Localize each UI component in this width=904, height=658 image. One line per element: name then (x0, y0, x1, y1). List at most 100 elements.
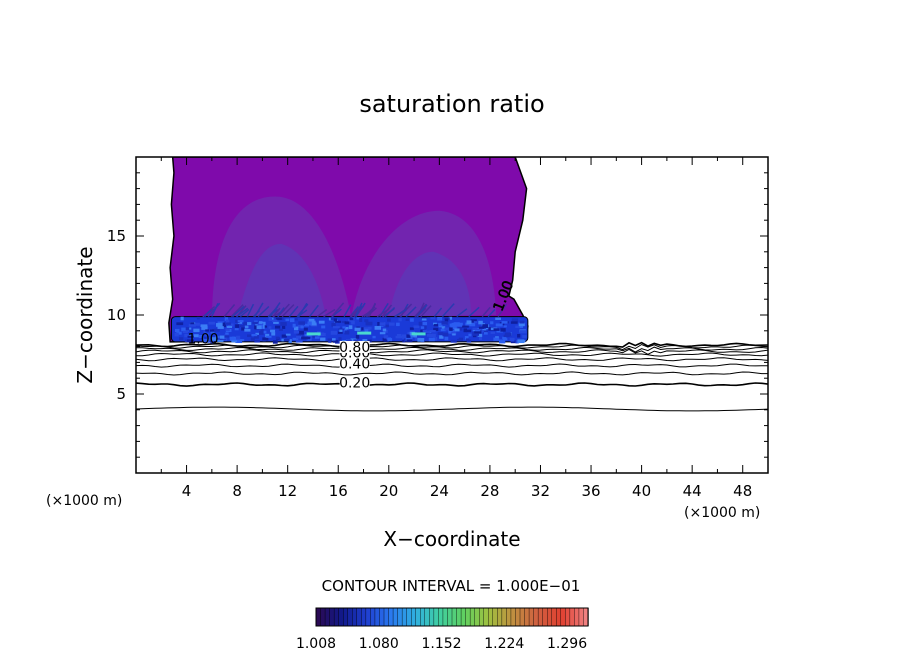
band-speckle (495, 323, 503, 327)
band-speckle (349, 317, 354, 321)
band-speckle (292, 323, 296, 328)
band-speckle (510, 340, 516, 344)
colorbar-tick-label: 1.224 (484, 636, 524, 652)
band-speckle (257, 323, 264, 326)
band-speckle (331, 322, 336, 327)
band-speckle (504, 332, 511, 336)
band-speckle (263, 325, 268, 328)
band-speckle (510, 321, 518, 324)
contour-label: 0.20 (339, 376, 370, 392)
band-speckle (193, 328, 200, 333)
band-speckle (363, 327, 371, 331)
colorbar-cell (420, 607, 426, 627)
band-speckle (285, 318, 290, 322)
band-speckle (210, 339, 215, 344)
band-speckle (387, 318, 391, 322)
band-streak (207, 302, 221, 318)
band-speckle (345, 326, 349, 330)
band-speckle (395, 335, 403, 339)
x-unit-left: (×1000 m) (46, 493, 122, 509)
band-speckle (406, 335, 414, 339)
colorbar-cell (438, 607, 444, 627)
colorbar-cell (533, 607, 539, 627)
band-speckle (225, 319, 230, 323)
band-speckle (354, 327, 361, 331)
band-speckle (347, 318, 354, 322)
band-speckle (331, 338, 336, 341)
band-speckle (421, 321, 428, 326)
band-speckle (217, 321, 225, 325)
band-speckle (418, 321, 423, 326)
band-speckle (465, 322, 472, 326)
band-speckle (268, 326, 272, 329)
colorbar-cell (424, 607, 431, 627)
band-speckle (281, 325, 286, 329)
colorbar-cell (565, 607, 571, 627)
colorbar-cell (560, 607, 567, 627)
band-speckle (478, 326, 485, 329)
band-streak (254, 302, 264, 317)
y-tick-label: 5 (116, 385, 126, 403)
band-speckle (355, 334, 360, 339)
colorbar-cell (388, 607, 394, 627)
colorbar-cell (338, 607, 344, 627)
band-speckle (244, 325, 249, 329)
colorbar-cell (574, 607, 580, 627)
band-speckle (410, 333, 417, 338)
band-speckle (351, 320, 355, 325)
band-streak (239, 308, 250, 318)
band-speckle (389, 322, 395, 326)
band-speckle (517, 334, 521, 338)
band-speckle (275, 325, 281, 329)
band-speckle (502, 338, 508, 341)
band-streak (331, 302, 345, 318)
band-speckle (332, 340, 338, 343)
band-speckle (448, 316, 453, 320)
band-speckle (519, 320, 525, 324)
x-unit-right: (×1000 m) (684, 505, 760, 521)
band-speckle (439, 335, 444, 339)
contour-line-0.1 (136, 406, 768, 412)
band-speckle (462, 325, 469, 328)
band-speckle (235, 319, 240, 323)
band-speckle (338, 331, 343, 334)
band-speckle (307, 321, 312, 326)
band-speckle (364, 319, 369, 323)
band-speckle (174, 332, 179, 337)
band-speckle (294, 318, 298, 321)
band-streak (420, 305, 432, 318)
colorbar-cell (343, 607, 349, 627)
band-speckle (364, 329, 369, 333)
band-speckle (235, 324, 240, 328)
band-speckle (288, 339, 292, 344)
band-speckle (206, 337, 210, 341)
band-speckle (211, 337, 218, 341)
band-speckle (255, 332, 259, 335)
colorbar-cell (506, 607, 512, 627)
band-speckle (413, 325, 420, 329)
chart-title: saturation ratio (359, 90, 544, 118)
band-speckle (482, 324, 489, 329)
colorbar-cell (356, 607, 363, 627)
contour-line-0.4 (136, 363, 768, 368)
band-streak (323, 308, 336, 318)
band-speckle (383, 335, 389, 339)
band-speckle (270, 329, 276, 333)
band-speckle (519, 324, 524, 329)
band-streak (416, 304, 428, 318)
x-tick-label: 36 (581, 482, 600, 500)
colorbar-cell (492, 607, 499, 627)
band-speckle (176, 322, 184, 326)
band-speckle (292, 337, 299, 341)
band-speckle (220, 323, 227, 328)
colorbar-cell (433, 607, 440, 627)
x-tick-label: 48 (733, 482, 752, 500)
band-speckle (458, 337, 463, 340)
band-speckle (227, 323, 234, 327)
contour-label-bg (339, 357, 370, 370)
band-speckle (293, 330, 300, 334)
band-speckle (176, 331, 182, 335)
band-speckle (236, 335, 241, 340)
band-speckle (480, 330, 484, 333)
